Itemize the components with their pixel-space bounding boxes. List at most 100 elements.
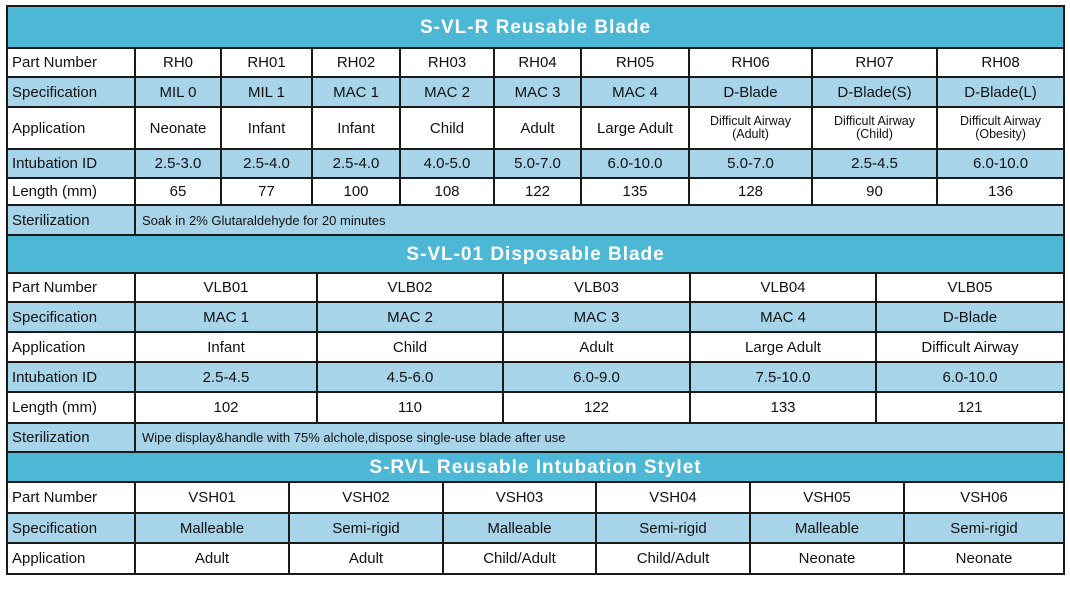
intubation-cell: 6.0-10.0 (874, 361, 1066, 393)
part-number-cell: RH06 (688, 47, 813, 78)
disposable-part-number-row: Part Number VLB01 VLB02 VLB03 VLB04 VLB0… (6, 272, 1066, 303)
part-number-cell: VSH03 (442, 481, 597, 514)
specification-cell: Semi-rigid (288, 512, 444, 544)
disposable-sterilization-row: Sterilization Wipe display&handle with 7… (6, 422, 1066, 453)
specification-cell: Semi-rigid (595, 512, 751, 544)
application-cell: Neonate (749, 542, 905, 575)
length-cell: 90 (811, 177, 938, 206)
specification-cell: MAC 3 (493, 76, 582, 108)
reusable-part-number-row: Part Number RH0 RH01 RH02 RH03 RH04 RH05… (6, 47, 1066, 78)
intubation-cell: 6.0-10.0 (580, 148, 690, 179)
specification-cell: MAC 1 (311, 76, 401, 108)
length-cell: 100 (311, 177, 401, 206)
specification-cell: D-Blade (688, 76, 813, 108)
part-number-cell: VSH04 (595, 481, 751, 514)
reusable-blade-title: S-VL-R Reusable Blade (5, 5, 1066, 49)
length-cell: 133 (689, 391, 877, 424)
length-cell: 122 (502, 391, 691, 424)
row-header: Application (6, 331, 136, 363)
specification-cell: D-Blade(S) (811, 76, 938, 108)
application-cell: Child (316, 331, 504, 363)
row-header: Intubation ID (6, 148, 136, 179)
specification-cell: MIL 0 (134, 76, 222, 108)
application-cell: Neonate (903, 542, 1065, 575)
row-header: Application (6, 542, 136, 575)
sterilization-note: Wipe display&handle with 75% alchole,dis… (133, 422, 1066, 453)
reusable-sterilization-row: Sterilization Soak in 2% Glutaraldehyde … (6, 204, 1066, 236)
part-number-cell: VLB04 (689, 272, 877, 303)
length-cell: 128 (688, 177, 813, 206)
reusable-specification-row: Specification MIL 0 MIL 1 MAC 1 MAC 2 MA… (6, 76, 1066, 108)
part-number-cell: RH07 (811, 47, 938, 78)
stylet-table: S-RVL Reusable Intubation Stylet Part Nu… (6, 451, 1065, 575)
row-header: Intubation ID (6, 361, 136, 393)
specification-cell: Malleable (442, 512, 597, 544)
specification-cell: MAC 3 (502, 301, 691, 333)
length-cell: 110 (316, 391, 504, 424)
intubation-cell: 5.0-7.0 (688, 148, 813, 179)
application-cell: Large Adult (689, 331, 877, 363)
part-number-cell: VLB01 (134, 272, 318, 303)
row-header: Specification (6, 76, 136, 108)
row-header: Part Number (6, 481, 136, 514)
part-number-cell: VSH05 (749, 481, 905, 514)
application-cell: Difficult Airway (874, 331, 1066, 363)
application-cell: Large Adult (580, 106, 690, 150)
length-cell: 102 (134, 391, 318, 424)
application-cell: Difficult Airway (Obesity) (935, 106, 1066, 150)
application-cell: Difficult Airway (Child) (811, 106, 938, 150)
intubation-cell: 7.5-10.0 (689, 361, 877, 393)
intubation-cell: 6.0-9.0 (502, 361, 691, 393)
length-cell: 77 (220, 177, 313, 206)
row-header: Part Number (6, 272, 136, 303)
stylet-application-row: Application Adult Adult Child/Adult Chil… (6, 542, 1065, 575)
sterilization-note: Soak in 2% Glutaraldehyde for 20 minutes (133, 204, 1066, 236)
application-cell: Child/Adult (442, 542, 597, 575)
intubation-cell: 2.5-4.5 (811, 148, 938, 179)
part-number-cell: RH03 (399, 47, 495, 78)
specification-cell: Semi-rigid (903, 512, 1065, 544)
length-cell: 136 (935, 177, 1066, 206)
specification-cell: MAC 4 (689, 301, 877, 333)
intubation-cell: 5.0-7.0 (493, 148, 582, 179)
row-header: Specification (6, 301, 136, 333)
intubation-cell: 4.0-5.0 (399, 148, 495, 179)
application-cell: Neonate (134, 106, 222, 150)
reusable-blade-table: S-VL-R Reusable Blade Part Number RH0 RH… (5, 5, 1066, 236)
application-cell: Infant (220, 106, 313, 150)
application-cell: Infant (134, 331, 318, 363)
length-cell: 108 (399, 177, 495, 206)
part-number-cell: RH08 (935, 47, 1066, 78)
part-number-cell: VSH01 (134, 481, 290, 514)
part-number-cell: VLB02 (316, 272, 504, 303)
application-cell: Child/Adult (595, 542, 751, 575)
part-number-cell: RH0 (134, 47, 222, 78)
application-cell: Difficult Airway (Adult) (688, 106, 813, 150)
stylet-specification-row: Specification Malleable Semi-rigid Malle… (6, 512, 1065, 544)
application-cell: Adult (493, 106, 582, 150)
intubation-cell: 2.5-4.0 (311, 148, 401, 179)
application-cell: Child (399, 106, 495, 150)
spec-sheet: S-VL-R Reusable Blade Part Number RH0 RH… (5, 5, 1066, 575)
intubation-cell: 6.0-10.0 (935, 148, 1066, 179)
disposable-length-row: Length (mm) 102 110 122 133 121 (6, 391, 1066, 424)
disposable-application-row: Application Infant Child Adult Large Adu… (6, 331, 1066, 363)
intubation-cell: 2.5-4.0 (220, 148, 313, 179)
specification-cell: D-Blade(L) (935, 76, 1066, 108)
length-cell: 122 (493, 177, 582, 206)
specification-cell: Malleable (134, 512, 290, 544)
disposable-intubation-row: Intubation ID 2.5-4.5 4.5-6.0 6.0-9.0 7.… (6, 361, 1066, 393)
row-header: Length (mm) (6, 177, 136, 206)
reusable-intubation-row: Intubation ID 2.5-3.0 2.5-4.0 2.5-4.0 4.… (6, 148, 1066, 179)
part-number-cell: RH02 (311, 47, 401, 78)
row-header: Sterilization (6, 422, 136, 453)
part-number-cell: RH01 (220, 47, 313, 78)
reusable-application-row: Application Neonate Infant Infant Child … (6, 106, 1066, 150)
length-cell: 65 (134, 177, 222, 206)
disposable-blade-title: S-VL-01 Disposable Blade (5, 234, 1066, 274)
specification-cell: D-Blade (874, 301, 1066, 333)
disposable-specification-row: Specification MAC 1 MAC 2 MAC 3 MAC 4 D-… (6, 301, 1066, 333)
row-header: Part Number (6, 47, 136, 78)
part-number-cell: VLB05 (874, 272, 1066, 303)
application-cell: Infant (311, 106, 401, 150)
